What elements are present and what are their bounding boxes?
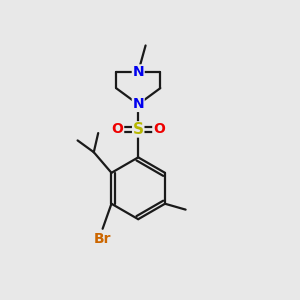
Text: N: N <box>132 98 144 111</box>
Text: O: O <box>153 122 165 136</box>
Text: N: N <box>132 65 144 79</box>
Text: S: S <box>133 122 144 137</box>
Text: O: O <box>112 122 124 136</box>
Text: Br: Br <box>94 232 111 246</box>
